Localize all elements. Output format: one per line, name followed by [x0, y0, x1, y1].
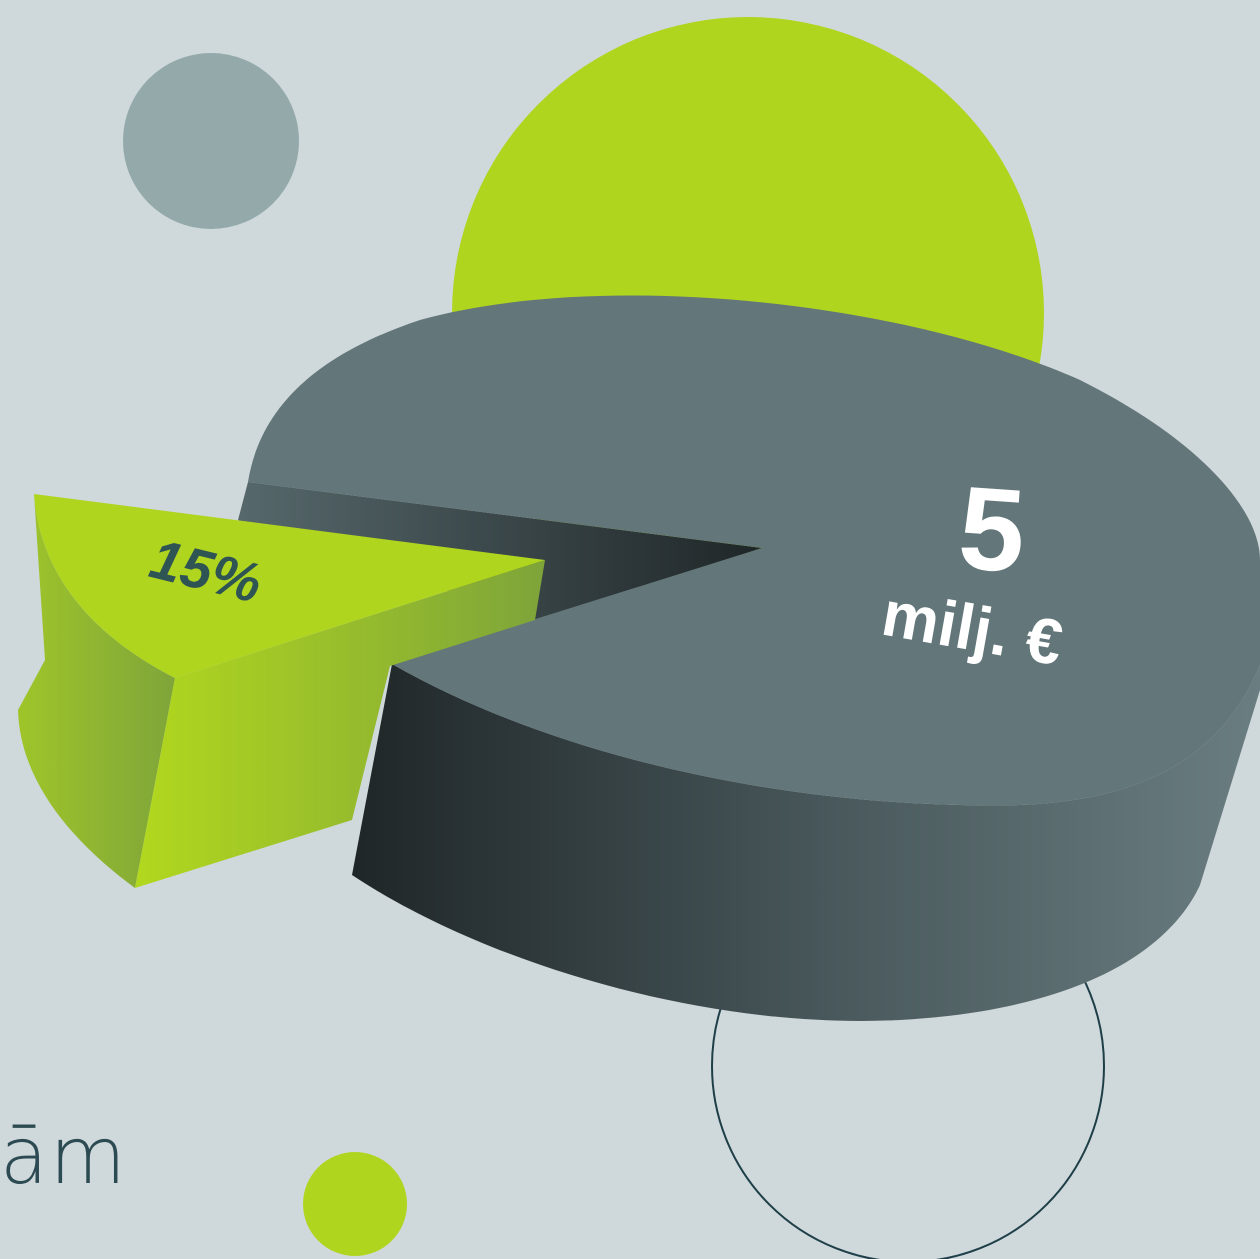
pie-side-wall — [352, 664, 1260, 1021]
cropped-heading-fragment: ām — [0, 1112, 128, 1202]
gray-dot-decoration — [123, 53, 299, 229]
pie-slice-main — [238, 295, 1260, 1021]
pie-top-face — [248, 295, 1260, 806]
slice-value-number: 5 — [955, 462, 1030, 598]
wedge-front-side — [135, 560, 545, 888]
pie-cut-face — [238, 482, 762, 622]
green-dot-decoration — [303, 1152, 407, 1256]
wedge-top-face — [34, 494, 545, 678]
wedge-left-side — [18, 494, 175, 888]
pie-slice-exploded — [18, 494, 545, 888]
